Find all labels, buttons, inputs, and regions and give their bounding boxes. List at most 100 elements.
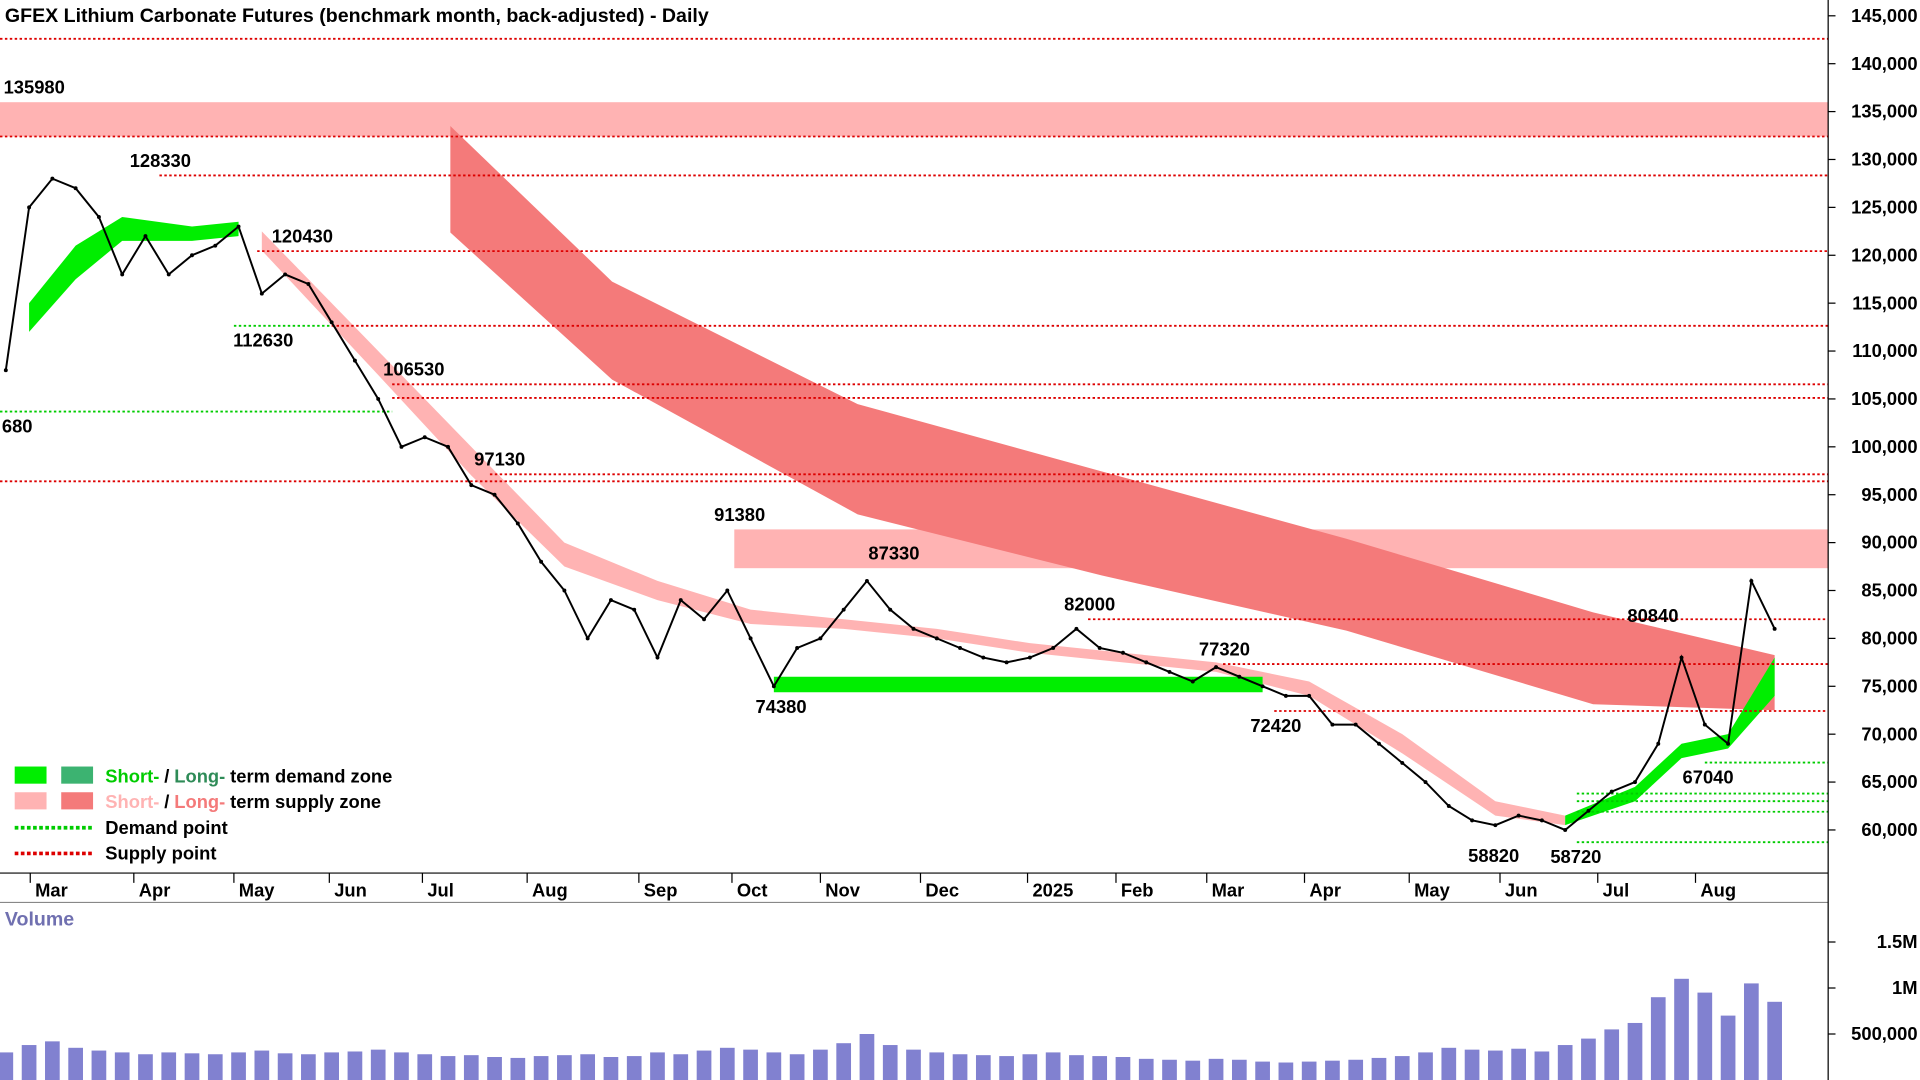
x-tick-label: Apr [139, 879, 171, 900]
volume-bar [533, 1056, 549, 1080]
price-point [958, 646, 963, 650]
y-tick-label: 1M [1892, 977, 1918, 998]
price-point [50, 176, 55, 181]
volume-bar [1371, 1057, 1387, 1080]
price-point [306, 282, 311, 286]
volume-bar [1278, 1062, 1294, 1080]
volume-bar [347, 1051, 363, 1080]
price-point [1190, 679, 1195, 684]
y-tick-label: 140,000 [1851, 53, 1917, 74]
price-point [3, 368, 8, 373]
volume-bar [1744, 983, 1759, 1080]
y-tick-label: 75,000 [1861, 675, 1917, 696]
volume-bar [370, 1049, 386, 1080]
volume-bar [1115, 1057, 1131, 1080]
volume-bar [1185, 1060, 1201, 1080]
price-point [632, 607, 637, 612]
volume-title: Volume [5, 909, 74, 931]
volume-bar [766, 1052, 782, 1080]
chart-title: GFEX Lithium Carbonate Futures (benchmar… [5, 5, 709, 27]
price-annotation: 77320 [1199, 638, 1250, 659]
price-annotation: 112630 [233, 330, 293, 351]
price-point [795, 646, 800, 650]
y-tick-label: 90,000 [1861, 532, 1917, 553]
demand-band [773, 676, 1263, 693]
price-point [841, 607, 846, 612]
price-point [562, 588, 567, 593]
legend-swatch [14, 792, 47, 810]
volume-bar [440, 1056, 456, 1080]
price-point [1423, 780, 1428, 785]
price-point [1237, 674, 1242, 679]
x-tick-label: Oct [737, 879, 768, 900]
price-point [1307, 693, 1312, 698]
volume-bar [859, 1034, 875, 1080]
volume-bar [1394, 1056, 1410, 1080]
legend-text: term demand zone [230, 765, 392, 786]
volume-bar [1092, 1056, 1108, 1080]
legend-text: Short- [105, 791, 159, 812]
volume-bar [1627, 1022, 1643, 1080]
price-point [73, 186, 78, 191]
volume-bar [1208, 1058, 1224, 1080]
price-point [702, 617, 706, 622]
x-tick-label: Nov [825, 879, 860, 900]
price-point [1539, 818, 1544, 823]
volume-bar [1325, 1060, 1340, 1080]
volume-bar [952, 1054, 968, 1080]
legend-swatch [61, 766, 94, 784]
volume-bar [719, 1047, 735, 1080]
legend-text: Supply point [105, 843, 216, 864]
legend-text: Short- [105, 765, 159, 786]
price-point [864, 578, 869, 583]
volume-bar [1045, 1052, 1061, 1080]
price-point [143, 234, 148, 239]
volume-bar [1464, 1049, 1480, 1080]
price-point [1702, 722, 1707, 727]
volume-bar [1697, 992, 1713, 1080]
price-point [236, 224, 241, 229]
price-point [376, 396, 381, 401]
price-point [1097, 646, 1102, 650]
price-point [1772, 626, 1777, 631]
x-tick-label: Jul [427, 879, 454, 900]
price-point [283, 272, 288, 277]
x-tick-label: Aug [1700, 879, 1736, 900]
volume-bar [1674, 978, 1689, 1080]
x-tick-label: Jun [1505, 879, 1538, 900]
x-tick-label: Aug [532, 879, 568, 900]
y-tick-label: 115,000 [1852, 292, 1917, 313]
price-point [1586, 808, 1591, 813]
volume-bar [975, 1055, 991, 1080]
price-point [1400, 760, 1405, 765]
volume-bar [1487, 1050, 1503, 1080]
y-tick-label: 85,000 [1861, 580, 1917, 601]
legend-swatch [14, 766, 47, 784]
price-point [888, 607, 893, 612]
price-point [1656, 741, 1661, 746]
price-point [1493, 823, 1498, 828]
volume-bar [1255, 1061, 1270, 1080]
price-point [422, 435, 427, 440]
price-annotation: 58820 [1468, 845, 1519, 866]
volume-bar [789, 1054, 805, 1080]
legend-swatch [61, 792, 94, 810]
price-point [1051, 646, 1056, 650]
price-point [1749, 578, 1754, 583]
price-point [725, 588, 730, 593]
price-point [608, 598, 613, 603]
price-point [1214, 665, 1219, 670]
price-point [1609, 789, 1614, 794]
price-point [1516, 813, 1521, 818]
price-annotation: 82000 [1064, 594, 1115, 615]
y-tick-label: 65,000 [1861, 771, 1917, 792]
legend-text: / [164, 765, 169, 786]
volume-bar [45, 1041, 60, 1080]
price-point [1074, 626, 1079, 631]
y-tick-label: 95,000 [1861, 484, 1917, 505]
price-annotation: 97130 [474, 449, 525, 470]
volume-bar [1650, 997, 1666, 1080]
demand-band [29, 216, 239, 332]
price-point [1004, 660, 1009, 665]
price-point [469, 483, 474, 488]
